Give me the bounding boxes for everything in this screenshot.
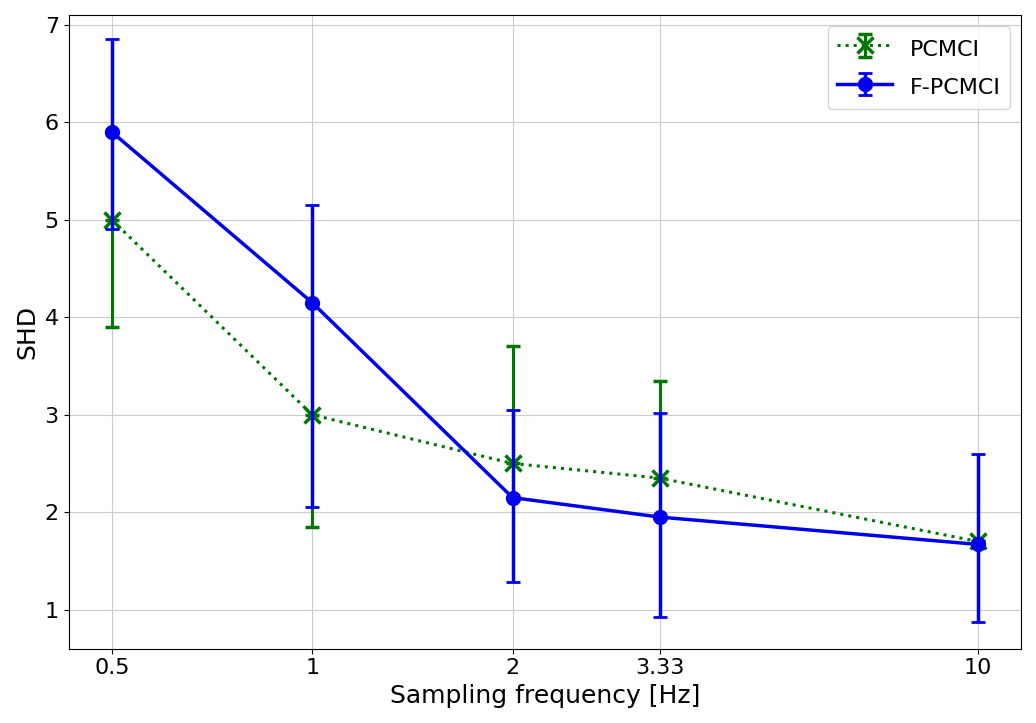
X-axis label: Sampling frequency [Hz]: Sampling frequency [Hz] [390,684,700,708]
Legend: PCMCI, F-PCMCI: PCMCI, F-PCMCI [828,26,1010,109]
Y-axis label: SHD: SHD [15,305,39,359]
